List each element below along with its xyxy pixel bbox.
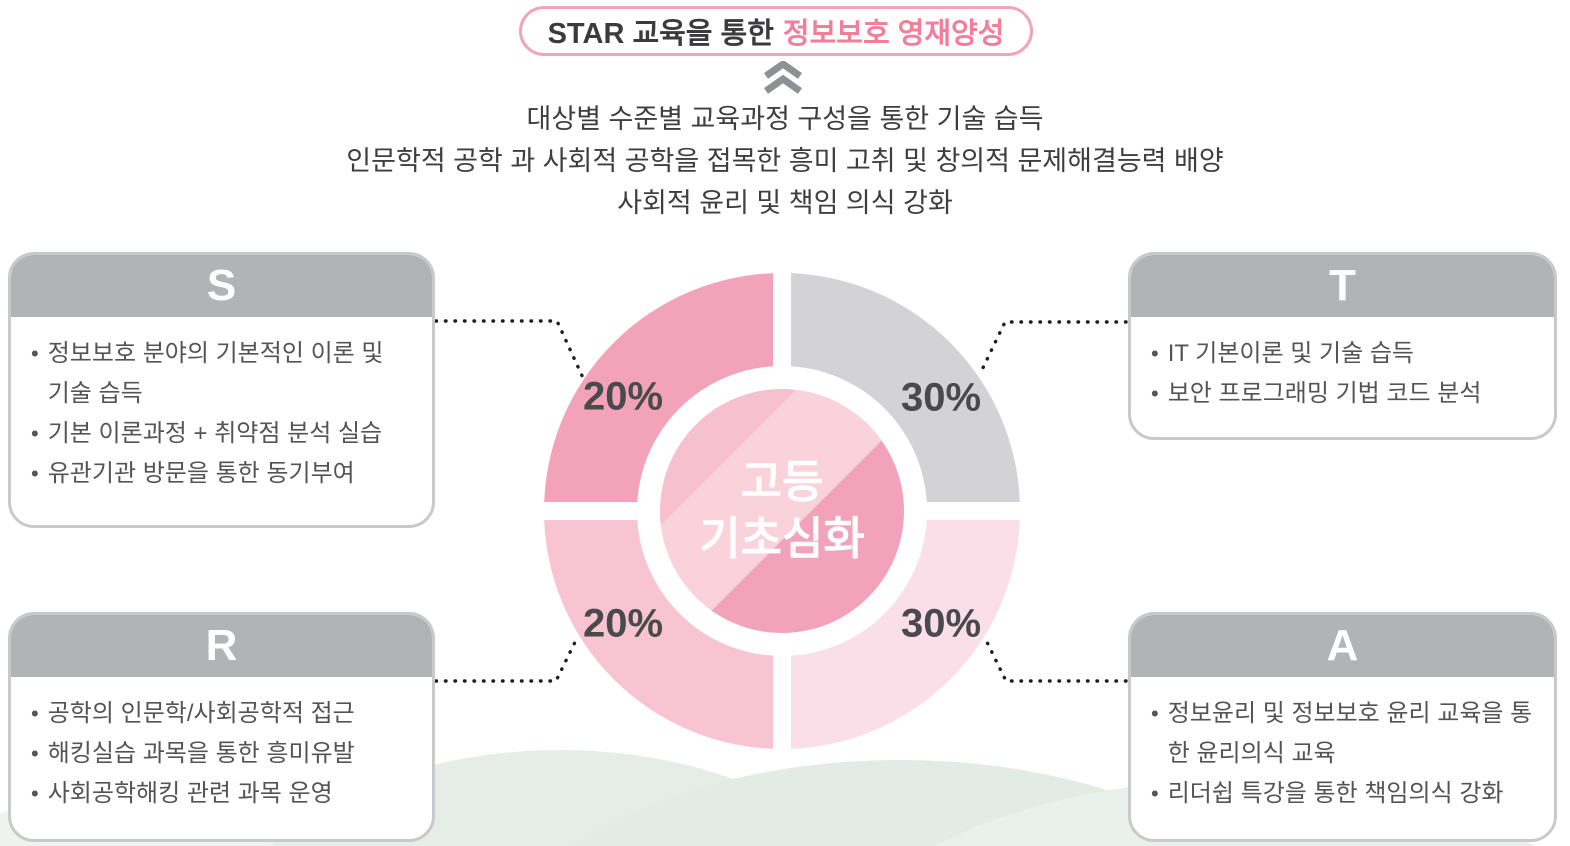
list-item-text: 유관기관 방문을 통한 동기부여 — [47, 460, 355, 487]
donut-center-circle: 고등 기초심화 — [660, 389, 904, 633]
donut-chart: 고등 기초심화 20% 30% 20% 30% — [544, 273, 1020, 749]
card-r-body: • 공학의 인문학/사회공학적 접근 • 해킹실습 과목을 통한 흥미유발 • … — [11, 677, 432, 814]
list-item-text: 공학의 인문학/사회공학적 접근 — [47, 700, 355, 727]
percent-label-top-right: 30% — [900, 375, 982, 420]
bullet-dot-icon: • — [31, 701, 39, 726]
card-t-header: T — [1131, 255, 1554, 317]
bullet-dot-icon: • — [31, 341, 39, 366]
intro-line-3: 사회적 윤리 및 책임 의식 강화 — [617, 188, 953, 218]
list-item-text: 보안 프로그래밍 기법 코드 분석 — [1167, 380, 1482, 407]
card-s-header: S — [11, 255, 432, 317]
list-item: • 정보윤리 및 정보보호 윤리 교육을 통한 윤리의식 교육 — [1151, 694, 1534, 774]
bullet-dot-icon: • — [1151, 381, 1159, 406]
double-chevron-up-icon — [762, 59, 804, 100]
donut-center-label-line1: 고등 — [740, 456, 824, 508]
bullet-dot-icon: • — [31, 741, 39, 766]
list-item: • 정보보호 분야의 기본적인 이론 및 기술 습득 — [31, 334, 412, 414]
card-t: T • IT 기본이론 및 기술 습득 • 보안 프로그래밍 기법 코드 분석 — [1128, 252, 1557, 440]
card-a-header: A — [1131, 615, 1554, 677]
page-title-prefix: STAR 교육을 통한 — [547, 18, 774, 50]
bullet-dot-icon: • — [31, 781, 39, 806]
card-r-header: R — [11, 615, 432, 677]
percent-label-bottom-left: 20% — [582, 601, 664, 646]
bullet-dot-icon: • — [1151, 341, 1159, 366]
card-r: R • 공학의 인문학/사회공학적 접근 • 해킹실습 과목을 통한 흥미유발 … — [8, 612, 435, 842]
card-s-body: • 정보보호 분야의 기본적인 이론 및 기술 습득 • 기본 이론과정 + 취… — [11, 317, 432, 494]
list-item-text: 기본 이론과정 + 취약점 분석 실습 — [47, 420, 383, 447]
bullet-dot-icon: • — [31, 461, 39, 486]
intro-line-1: 대상별 수준별 교육과정 구성을 통한 기술 습득 — [526, 104, 1044, 134]
list-item: • 기본 이론과정 + 취약점 분석 실습 — [31, 414, 412, 454]
list-item-text: 정보윤리 및 정보보호 윤리 교육을 통한 윤리의식 교육 — [1167, 700, 1533, 767]
list-item-text: 해킹실습 과목을 통한 흥미유발 — [47, 740, 355, 767]
list-item: • 유관기관 방문을 통한 동기부여 — [31, 454, 412, 494]
list-item: • 보안 프로그래밍 기법 코드 분석 — [1151, 374, 1534, 414]
bullet-dot-icon: • — [1151, 701, 1159, 726]
percent-label-bottom-right: 30% — [900, 601, 982, 646]
intro-line-2: 인문학적 공학 과 사회적 공학을 접목한 흥미 고취 및 창의적 문제해결능력… — [346, 146, 1224, 176]
percent-label-top-left: 20% — [582, 374, 664, 419]
card-t-body: • IT 기본이론 및 기술 습득 • 보안 프로그래밍 기법 코드 분석 — [1131, 317, 1554, 414]
card-a: A • 정보윤리 및 정보보호 윤리 교육을 통한 윤리의식 교육 • 리더쉽 … — [1128, 612, 1557, 842]
intro-description: 대상별 수준별 교육과정 구성을 통한 기술 습득 인문학적 공학 과 사회적 … — [0, 98, 1570, 224]
list-item: • 리더쉽 특강을 통한 책임의식 강화 — [1151, 774, 1534, 814]
bullet-dot-icon: • — [31, 421, 39, 446]
donut-center-label-line2: 기초심화 — [699, 513, 865, 564]
list-item: • IT 기본이론 및 기술 습득 — [1151, 334, 1534, 374]
list-item: • 해킹실습 과목을 통한 흥미유발 — [31, 734, 412, 774]
list-item-text: IT 기본이론 및 기술 습득 — [1167, 340, 1414, 367]
card-s: S • 정보보호 분야의 기본적인 이론 및 기술 습득 • 기본 이론과정 +… — [8, 252, 435, 528]
list-item-text: 사회공학해킹 관련 과목 운영 — [47, 780, 333, 807]
donut-center-label: 고등 기초심화 — [699, 454, 865, 567]
list-item-text: 리더쉽 특강을 통한 책임의식 강화 — [1167, 780, 1504, 807]
list-item-text: 정보보호 분야의 기본적인 이론 및 기술 습득 — [47, 340, 384, 407]
list-item: • 공학의 인문학/사회공학적 접근 — [31, 694, 412, 734]
page-title: STAR 교육을 통한 정보보호 영재양성 — [519, 6, 1033, 56]
bullet-dot-icon: • — [1151, 781, 1159, 806]
card-a-body: • 정보윤리 및 정보보호 윤리 교육을 통한 윤리의식 교육 • 리더쉽 특강… — [1131, 677, 1554, 814]
list-item: • 사회공학해킹 관련 과목 운영 — [31, 774, 412, 814]
page-title-highlight: 정보보호 영재양성 — [782, 18, 1005, 50]
